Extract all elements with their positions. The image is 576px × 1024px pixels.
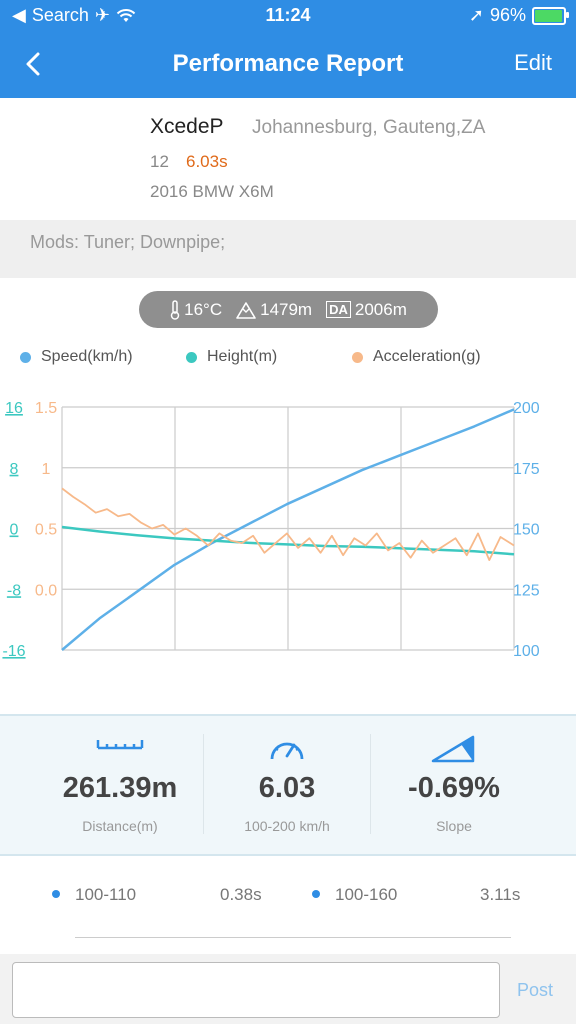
- speed-tick-label: 100: [513, 643, 540, 660]
- legend-label: Height(m): [207, 348, 278, 365]
- ruler-icon: [96, 740, 144, 750]
- speed-tick-label: 125: [513, 582, 540, 599]
- page-title: Performance Report: [172, 50, 404, 77]
- legend-item-height[interactable]: Height(m): [186, 348, 277, 366]
- stat-label: 100-200 km/h: [244, 818, 330, 834]
- stat-label: Distance(m): [82, 818, 158, 834]
- stat-value: -0.69%: [408, 772, 500, 804]
- legend-dot: [352, 351, 363, 363]
- run-count: 12: [150, 152, 169, 171]
- comment-bar: Post: [0, 954, 576, 1024]
- legend-label: Acceleration(g): [373, 348, 481, 365]
- stat-value: 261.39m: [62, 772, 178, 804]
- legend-item-acceleration[interactable]: Acceleration(g): [352, 348, 481, 366]
- legend-label: Speed(km/h): [41, 348, 133, 365]
- post-button[interactable]: Post: [517, 980, 554, 1000]
- mods-text: Mods: Tuner; Downpipe;: [30, 232, 226, 252]
- stat-label: Slope: [436, 818, 472, 834]
- airplane-icon: ✈: [94, 5, 110, 25]
- split-range: 100-110: [75, 885, 137, 904]
- stats-panel: 261.39m Distance(m) 6.03 100-200 km/h -0…: [0, 714, 576, 856]
- stat-time: 6.03 100-200 km/h: [204, 716, 370, 854]
- height-tick-label: -8: [7, 582, 21, 599]
- divider: [370, 734, 371, 834]
- wifi-icon: [116, 8, 136, 22]
- split-time: 3.11s: [480, 885, 521, 904]
- run-time: 6.03s: [186, 152, 228, 171]
- altitude: 1479m: [260, 299, 313, 319]
- stat-slope: -0.69% Slope: [371, 716, 537, 854]
- temperature: 16°C: [184, 299, 223, 319]
- username[interactable]: XcedeP: [150, 115, 224, 138]
- acceleration-tick-label: 0.5: [35, 522, 57, 539]
- status-carrier[interactable]: Search: [31, 5, 89, 25]
- battery-percent: 96%: [489, 5, 526, 25]
- density-altitude: 2006m: [354, 299, 407, 319]
- profile-section: XcedeP Johannesburg, Gauteng,ZA 12 6.03s…: [0, 98, 576, 220]
- height-tick-label: -16: [2, 643, 25, 660]
- split-bullet: [52, 890, 60, 898]
- nav-bar: Performance Report Edit: [0, 30, 576, 98]
- legend-dot: [186, 351, 197, 363]
- split-time: 0.38s: [220, 885, 262, 904]
- height-tick-label: 8: [10, 461, 19, 478]
- back-chevron-icon[interactable]: [18, 48, 50, 80]
- status-time: 11:24: [265, 5, 311, 25]
- acceleration-tick-label: 1.5: [35, 400, 57, 417]
- split-range: 100-160: [335, 885, 398, 904]
- mods-section: Mods: Tuner; Downpipe;: [0, 220, 576, 278]
- divider: [75, 937, 511, 938]
- density-altitude-badge: DA: [326, 301, 351, 318]
- status-bar: ◀ Search ✈ 11:24 ➚ 96%: [0, 0, 576, 30]
- speed-tick-label: 200: [513, 400, 540, 417]
- acceleration-tick-label: 0.0: [35, 582, 57, 599]
- speed-tick-label: 175: [513, 461, 540, 478]
- car-model: 2016 BMW X6M: [150, 182, 274, 201]
- battery-icon: [532, 6, 569, 25]
- mountain-icon: [236, 301, 256, 319]
- speedometer-icon: [270, 742, 304, 760]
- divider: [203, 734, 204, 834]
- height-tick-label: 16: [5, 400, 23, 417]
- location-text: Johannesburg, Gauteng,ZA: [252, 117, 486, 138]
- thermometer-icon: [170, 299, 180, 320]
- comment-input[interactable]: [12, 962, 500, 1018]
- slope-icon: [431, 735, 475, 763]
- conditions-pill: 16°C 1479m DA 2006m: [139, 291, 438, 328]
- legend-item-speed[interactable]: Speed(km/h): [20, 348, 133, 366]
- back-to-search-icon[interactable]: ◀: [12, 5, 26, 25]
- series-line: [61, 487, 515, 562]
- performance-chart[interactable]: 16 8 0 -8 -16 1.5 1 0.5 0.0 200 175 150 125 100: [0, 385, 576, 675]
- edit-button[interactable]: Edit: [514, 50, 552, 75]
- split-bullet: [312, 890, 320, 898]
- legend-dot: [20, 351, 31, 363]
- location-icon: ➚: [468, 5, 484, 25]
- stat-value: 6.03: [258, 772, 316, 804]
- acceleration-tick-label: 1: [42, 461, 51, 478]
- speed-tick-label: 150: [513, 522, 540, 539]
- stat-distance: 261.39m Distance(m): [37, 716, 203, 854]
- height-tick-label: 0: [10, 522, 19, 539]
- series-line: [61, 408, 515, 651]
